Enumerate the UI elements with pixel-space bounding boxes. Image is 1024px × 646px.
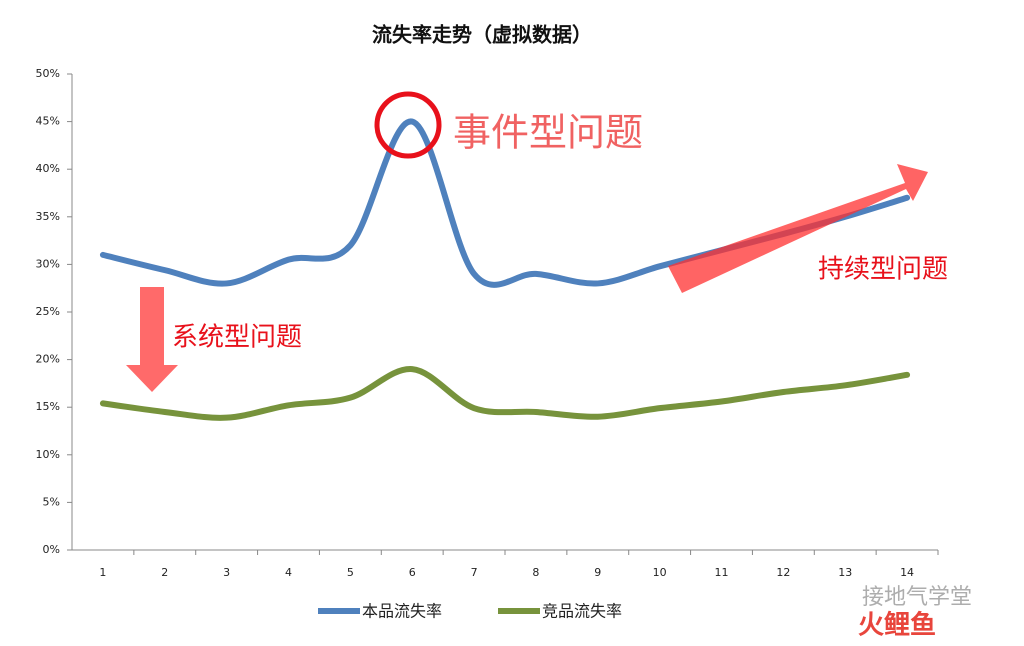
x-tick-label: 6: [409, 566, 416, 579]
x-tick-label: 14: [900, 566, 914, 579]
y-tick-label: 10%: [36, 448, 60, 461]
x-tick-label: 8: [532, 566, 539, 579]
y-tick-label: 20%: [36, 353, 60, 366]
x-tick-label: 10: [653, 566, 667, 579]
watermark: 火鲤鱼: [858, 611, 936, 641]
y-tick-label: 35%: [36, 210, 60, 223]
annotation: 持续型问题: [818, 255, 948, 285]
trend-arrow: [668, 164, 928, 293]
x-tick-label: 5: [347, 566, 354, 579]
system-arrow: [126, 287, 178, 392]
y-tick-label: 25%: [36, 305, 60, 318]
event-circle: [374, 91, 442, 159]
legend-label: 竞品流失率: [542, 602, 622, 621]
x-tick-label: 11: [715, 566, 729, 579]
annotation: 事件型问题: [453, 111, 643, 155]
y-tick-label: 50%: [36, 67, 60, 80]
legend-label: 本品流失率: [362, 602, 442, 621]
x-tick-label: 9: [594, 566, 601, 579]
x-tick-label: 7: [471, 566, 478, 579]
chart-title: 流失率走势（虚拟数据）: [372, 23, 592, 47]
y-tick-label: 40%: [36, 162, 60, 175]
y-tick-label: 45%: [36, 115, 60, 128]
y-tick-label: 0%: [43, 543, 60, 556]
y-tick-label: 5%: [43, 495, 60, 508]
watermark: 接地气学堂: [862, 585, 972, 610]
y-tick-label: 30%: [36, 257, 60, 270]
x-tick-label: 1: [99, 566, 106, 579]
x-tick-label: 12: [776, 566, 790, 579]
x-tick-label: 13: [838, 566, 852, 579]
y-tick-label: 15%: [36, 400, 60, 413]
x-tick-label: 3: [223, 566, 230, 579]
series-line: [99, 366, 911, 421]
x-tick-label: 4: [285, 566, 292, 579]
x-tick-label: 2: [161, 566, 168, 579]
annotation: 系统型问题: [172, 323, 302, 353]
